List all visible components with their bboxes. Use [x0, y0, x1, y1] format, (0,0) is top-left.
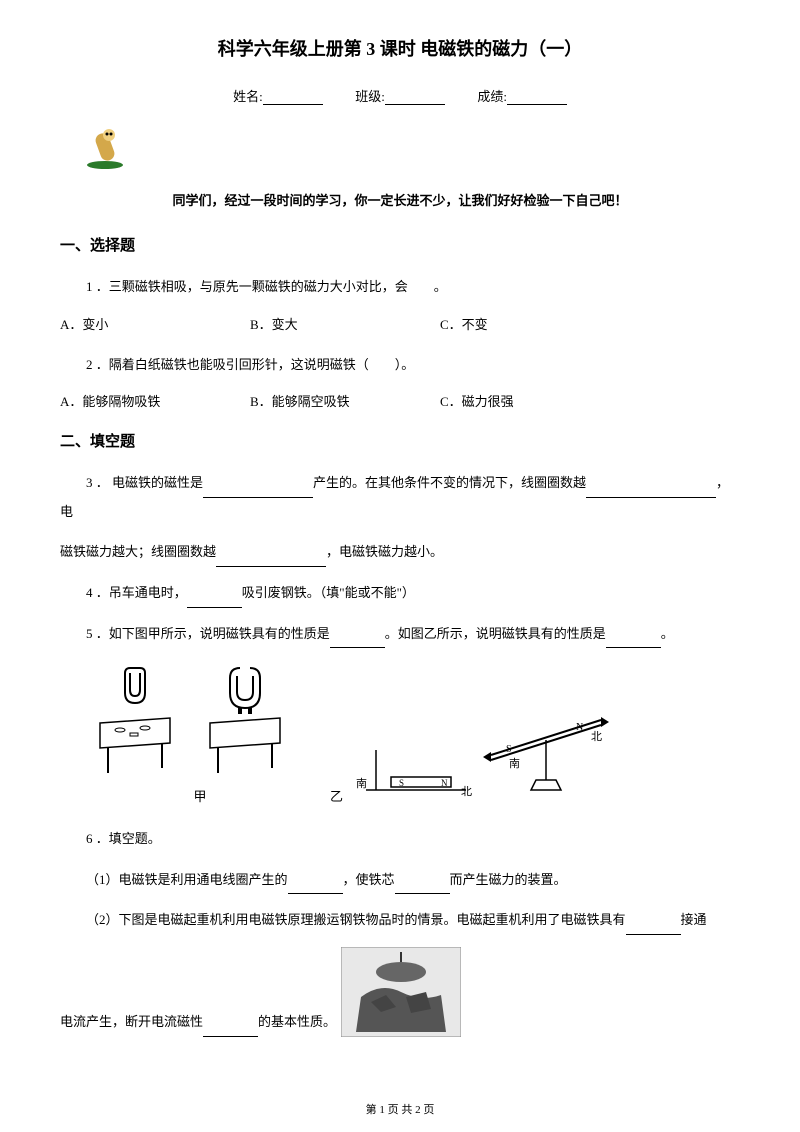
question-5: 5 ．如下图甲所示，说明磁铁具有的性质是 。如图乙所示，说明磁铁具有的性质是 。: [60, 620, 740, 649]
figure-yi-wrap: 乙 S N 南 北 S N 南 北: [330, 705, 611, 805]
q3-blank1: [203, 485, 313, 498]
q5-figures: 甲 乙 S N 南 北 S N 南 北: [90, 663, 740, 805]
q1-option-b: B．变大: [250, 314, 440, 333]
q1-text: 1 ．三颗磁铁相吸，与原先一颗磁铁的磁力大小对比，会: [86, 279, 408, 294]
q6s2-p3: 电流产生，断开电流磁性: [60, 1008, 203, 1037]
q6s2-p1: （2）下图是电磁起重机利用电磁铁原理搬运钢铁物品时的情景。电磁起重机利用了电磁铁…: [86, 912, 626, 927]
q6s2-blank1: [626, 922, 681, 935]
q6s2-p2: 接通: [681, 912, 707, 927]
name-blank: [263, 91, 323, 105]
q6s1-p3: 而产生磁力的装置。: [450, 872, 567, 887]
q5-p1: 5 ．如下图甲所示，说明磁铁具有的性质是: [86, 626, 330, 641]
question-4: 4 ．吊车通电时， 吸引废钢铁。（填"能或不能"）: [60, 579, 740, 608]
q6s1-blank2: [395, 881, 450, 894]
q3-p5: ，电磁铁磁力越小。: [326, 544, 443, 559]
crane-image-icon: [341, 947, 461, 1037]
q4-blank1: [187, 595, 242, 608]
page-footer: 第 1 页 共 2 页: [0, 1101, 800, 1117]
pencil-icon: [80, 125, 740, 175]
q4-p2: 吸引废钢铁。（填"能或不能"）: [242, 585, 415, 600]
figure-yi-icon: S N 南 北 S N 南 北: [351, 705, 611, 805]
q5-blank2: [606, 635, 661, 648]
svg-text:N: N: [576, 722, 583, 733]
q2-option-b: B．能够隔空吸铁: [250, 391, 440, 410]
figure-jia-wrap: 甲: [90, 663, 310, 805]
q4-p1: 4 ．吊车通电时，: [86, 585, 187, 600]
score-label: 成绩:: [477, 89, 507, 104]
intro-text: 同学们，经过一段时间的学习，你一定长进不少，让我们好好检验一下自己吧！: [60, 190, 740, 209]
svg-text:S: S: [399, 778, 404, 788]
section-2-title: 二、填空题: [60, 430, 740, 451]
svg-text:北: 北: [591, 730, 602, 743]
question-2: 2 ．隔着白纸磁铁也能吸引回形针，这说明磁铁（ ）。: [60, 351, 740, 380]
q1-options: A．变小 B．变大 C．不变: [60, 314, 740, 333]
q6s2-blank2: [203, 1024, 258, 1037]
question-6-sub2-line2: 电流产生，断开电流磁性 的基本性质。: [60, 947, 740, 1037]
q5-p2: 。如图乙所示，说明磁铁具有的性质是: [385, 626, 606, 641]
q1-suffix: 。: [434, 279, 447, 294]
q3-p4: 磁铁磁力越大；线圈圈数越: [60, 544, 216, 559]
q2-options: A．能够隔物吸铁 B．能够隔空吸铁 C．磁力很强: [60, 391, 740, 410]
question-3: 3 ． 电磁铁的磁性是产生的。在其他条件不变的情况下，线圈圈数越，电: [60, 469, 740, 526]
question-1: 1 ．三颗磁铁相吸，与原先一颗磁铁的磁力大小对比，会 。: [60, 273, 740, 302]
question-6-title: 6 ．填空题。: [60, 825, 740, 854]
q1-option-c: C．不变: [440, 314, 630, 333]
q2-option-a: A．能够隔物吸铁: [60, 391, 250, 410]
class-blank: [385, 91, 445, 105]
student-info-line: 姓名: 班级: 成绩:: [60, 86, 740, 105]
figure-yi-label: 乙: [330, 786, 343, 805]
q6s1-p1: （1）电磁铁是利用通电线圈产生的: [86, 872, 288, 887]
score-blank: [507, 91, 567, 105]
svg-text:N: N: [441, 778, 448, 788]
page-title: 科学六年级上册第 3 课时 电磁铁的磁力（一）: [60, 35, 740, 61]
svg-text:南: 南: [509, 757, 520, 770]
q3-blank3: [216, 554, 326, 567]
q3-blank2: [586, 485, 716, 498]
figure-jia-label: 甲: [193, 786, 206, 805]
q5-blank1: [330, 635, 385, 648]
svg-text:北: 北: [461, 785, 472, 798]
q3-p2: 产生的。在其他条件不变的情况下，线圈圈数越: [313, 475, 586, 490]
figure-jia-icon: [90, 663, 310, 783]
q1-option-a: A．变小: [60, 314, 250, 333]
section-1-title: 一、选择题: [60, 234, 740, 255]
question-3-line2: 磁铁磁力越大；线圈圈数越 ，电磁铁磁力越小。: [60, 538, 740, 567]
q6s2-p4: 的基本性质。: [258, 1008, 336, 1037]
svg-text:南: 南: [356, 777, 367, 790]
q6s1-p2: ，使铁芯: [343, 872, 395, 887]
q5-p3: 。: [661, 626, 674, 641]
class-label: 班级:: [355, 89, 385, 104]
svg-text:S: S: [506, 744, 512, 755]
q2-option-c: C．磁力很强: [440, 391, 630, 410]
question-6-sub1: （1）电磁铁是利用通电线圈产生的 ，使铁芯 而产生磁力的装置。: [60, 866, 740, 895]
q3-p1: 3 ． 电磁铁的磁性是: [86, 475, 203, 490]
name-label: 姓名:: [233, 89, 263, 104]
q6s1-blank1: [288, 881, 343, 894]
question-6-sub2-line1: （2）下图是电磁起重机利用电磁铁原理搬运钢铁物品时的情景。电磁起重机利用了电磁铁…: [60, 906, 740, 935]
